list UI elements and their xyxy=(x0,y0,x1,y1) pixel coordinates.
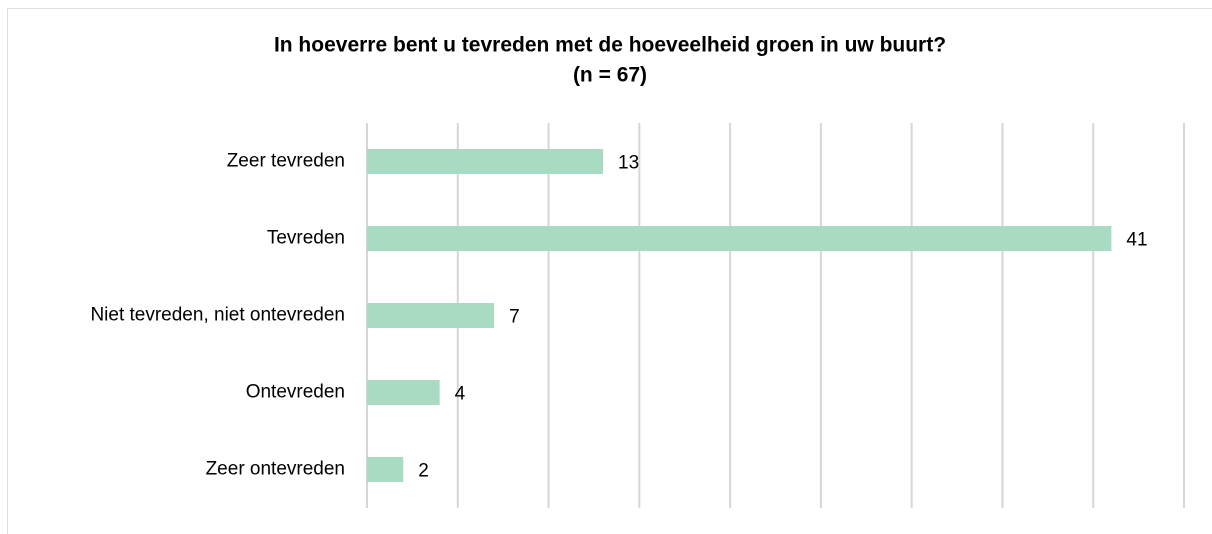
chart-title: In hoeverre bent u tevreden met de hoeve… xyxy=(274,34,946,57)
bar xyxy=(367,226,1112,251)
bar xyxy=(367,380,440,405)
bar xyxy=(367,303,495,328)
y-tick-label: Tevreden xyxy=(267,228,345,249)
data-label: 4 xyxy=(455,384,466,405)
frame xyxy=(7,8,1212,534)
data-label: 13 xyxy=(618,153,639,174)
chart-subtitle: (n = 67) xyxy=(573,64,647,87)
data-label: 2 xyxy=(418,461,429,482)
y-tick-label: Niet tevreden, niet ontevreden xyxy=(90,305,345,326)
bar xyxy=(367,457,404,482)
y-tick-label: Ontevreden xyxy=(246,382,345,403)
bar xyxy=(367,149,604,174)
data-label: 41 xyxy=(1126,230,1147,251)
y-tick-label: Zeer ontevreden xyxy=(206,459,345,480)
y-tick-label: Zeer tevreden xyxy=(227,151,345,172)
data-label: 7 xyxy=(509,307,520,328)
